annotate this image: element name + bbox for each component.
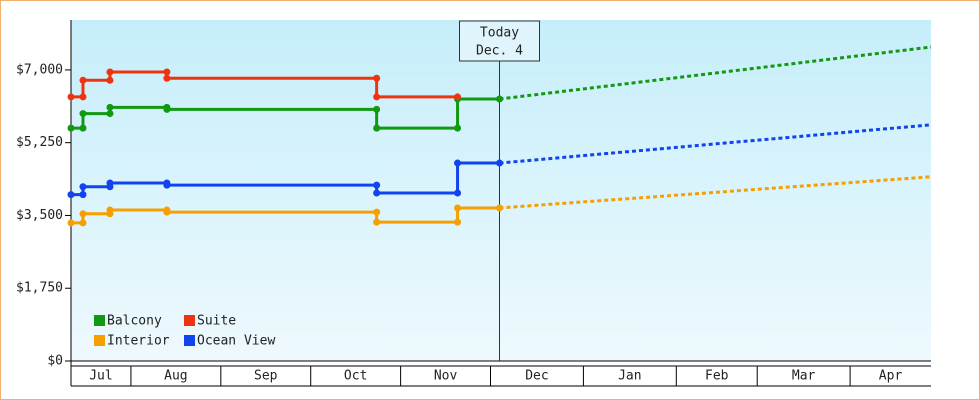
x-tick-label: Dec — [525, 369, 548, 384]
legend-label: Ocean View — [197, 334, 275, 349]
point — [163, 208, 171, 216]
legend-swatch — [94, 315, 105, 326]
point — [373, 208, 381, 216]
point — [79, 210, 87, 218]
point — [163, 181, 171, 189]
point — [67, 219, 75, 227]
point — [163, 68, 171, 76]
x-tick-label: Feb — [705, 369, 729, 384]
point — [79, 183, 87, 191]
point — [373, 93, 381, 101]
point — [163, 74, 171, 82]
forecast-line — [499, 123, 932, 165]
point — [496, 159, 504, 167]
today-box — [459, 20, 541, 62]
point — [373, 124, 381, 132]
point — [67, 93, 75, 101]
point — [163, 105, 171, 113]
legend-label: Interior — [107, 334, 170, 349]
point — [373, 105, 381, 113]
x-tick-label: Aug — [164, 369, 187, 384]
series-line — [71, 70, 458, 99]
point — [106, 68, 114, 76]
forecast-line — [499, 45, 932, 101]
x-tick-label: Jan — [618, 369, 641, 384]
point — [454, 159, 462, 167]
point — [373, 74, 381, 82]
legend-swatch — [184, 315, 195, 326]
point — [106, 110, 114, 118]
point — [79, 124, 87, 132]
today-label: Today — [480, 26, 519, 41]
legend-label: Balcony — [107, 314, 162, 329]
point — [106, 179, 114, 187]
y-tick-label: $3,500 — [16, 208, 63, 223]
x-tick-label: Nov — [434, 369, 458, 384]
y-tick-label: $1,750 — [16, 281, 63, 296]
point — [106, 103, 114, 111]
point — [106, 206, 114, 214]
point — [106, 76, 114, 84]
legend-swatch — [94, 335, 105, 346]
point — [454, 124, 462, 132]
y-tick-label: $5,250 — [16, 135, 63, 150]
x-tick-label: Oct — [344, 369, 367, 384]
y-tick-label: $0 — [47, 354, 63, 369]
point — [67, 124, 75, 132]
point — [496, 95, 504, 103]
plot-area — [71, 20, 931, 361]
x-tick-label: Jul — [89, 369, 112, 384]
x-tick-label: Sep — [254, 369, 278, 384]
point — [454, 93, 462, 101]
point — [79, 219, 87, 227]
point — [496, 204, 504, 212]
y-tick-label: $7,000 — [16, 62, 63, 77]
today-date: Dec. 4 — [476, 44, 523, 59]
x-tick-label: Apr — [879, 369, 903, 384]
point — [373, 218, 381, 226]
x-tick-label: Mar — [792, 369, 816, 384]
point — [454, 218, 462, 226]
point — [79, 191, 87, 199]
point — [67, 191, 75, 199]
point — [79, 110, 87, 118]
point — [454, 189, 462, 197]
forecast-line — [499, 175, 932, 210]
point — [79, 93, 87, 101]
point — [373, 181, 381, 189]
point — [373, 189, 381, 197]
point — [79, 76, 87, 84]
legend-swatch — [184, 335, 195, 346]
point — [454, 204, 462, 212]
legend-label: Suite — [197, 314, 236, 329]
